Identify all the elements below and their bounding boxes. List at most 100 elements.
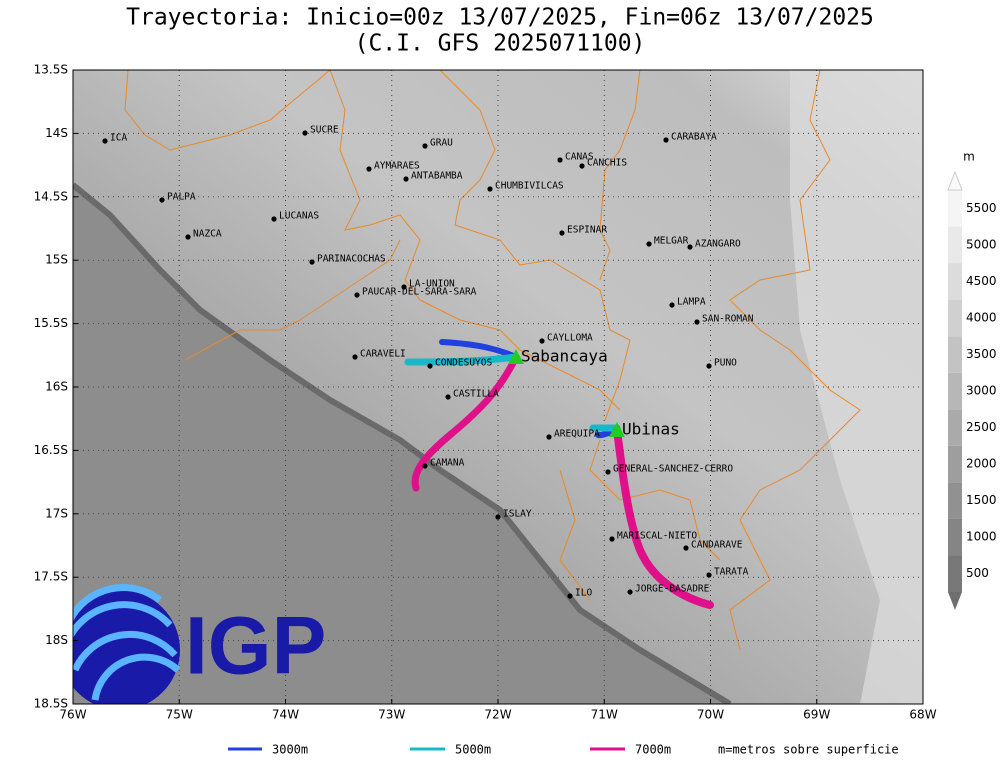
x-tick-label: 72W: [484, 708, 511, 722]
place-label: ICA: [110, 133, 127, 144]
colorbar: 500 1000 1500 2000 2500 3000 3500 4000 4500 5000 5…: [947, 170, 997, 610]
place-label: ILO: [575, 588, 592, 599]
place-dot: [706, 363, 712, 369]
place-dot: [646, 241, 652, 247]
place-dot: [403, 176, 409, 182]
volcano-marker: [508, 349, 524, 364]
x-tick-label: 68W: [909, 708, 936, 722]
place-dot: [669, 302, 675, 308]
colorbar-segment: [948, 299, 962, 337]
colorbar-segment: [948, 482, 962, 519]
legend: 3000m 5000m 7000m m=metros sobre superfi…: [228, 743, 899, 757]
place-dot: [422, 463, 428, 469]
place-label: CAMANA: [430, 458, 465, 469]
place-label: CAYLLOMA: [547, 333, 593, 344]
colorbar-segment: [948, 226, 962, 264]
place-dot: [627, 589, 633, 595]
colorbar-label: 4500: [966, 274, 997, 288]
place-dot: [427, 363, 433, 369]
place-dot: [559, 230, 565, 236]
legend-label: 7000m: [635, 743, 671, 757]
place-label: AZANGARO: [695, 239, 741, 250]
place-label: AYMARAES: [374, 161, 420, 172]
volcano-label: Sabancaya: [521, 347, 608, 366]
place-label: GENERAL-SANCHEZ-CERRO: [613, 464, 733, 475]
x-tick-label: 70W: [697, 708, 724, 722]
place-label: ESPINAR: [567, 225, 607, 236]
colorbar-label: 4000: [966, 310, 997, 324]
place-label: AREQUIPA: [554, 429, 600, 440]
legend-label: 3000m: [272, 743, 308, 757]
place-label: PARINACOCHAS: [317, 254, 386, 265]
place-label: SAN-ROMAN: [702, 314, 754, 325]
coastline: [73, 182, 732, 704]
x-tick-label: 71W: [591, 708, 618, 722]
lowland: [790, 70, 923, 704]
y-tick-label: 15.5S: [34, 316, 68, 330]
colorbar-label: 1500: [966, 493, 997, 507]
place-label: CONDESUYOS: [435, 358, 492, 369]
place-dot: [352, 354, 358, 360]
place-label: LA-UNION: [409, 279, 455, 290]
y-tick-label: 14.5S: [34, 189, 68, 203]
place-dot: [354, 292, 360, 298]
y-tick-label: 18.5S: [34, 697, 68, 711]
place-dot: [539, 338, 545, 344]
place-label: GRAU: [430, 138, 453, 149]
title-line: (C.I. GFS 2025071100): [355, 31, 646, 57]
x-tick-label: 75W: [166, 708, 193, 722]
place-label: SUCRE: [310, 125, 339, 136]
place-label: CARAVELI: [360, 349, 406, 360]
place-dot: [706, 572, 712, 578]
place-dot: [663, 137, 669, 143]
colorbar-segment: [948, 518, 962, 556]
place-dot: [487, 186, 493, 192]
axes: 76W 75W 74W 73W 72W 71W 70W 69W 68W 13.5S 14S 14.5S…: [34, 63, 937, 722]
legend-label: 5000m: [455, 743, 491, 757]
colorbar-segment: [948, 555, 962, 592]
trajectory-7000m: [613, 426, 714, 609]
place-label: CANDARAVE: [691, 540, 743, 551]
place-label: CHUMBIVILCAS: [495, 181, 564, 192]
y-tick-label: 16S: [45, 380, 68, 394]
place-label: CANCHIS: [587, 158, 627, 169]
colorbar-segment: [948, 445, 962, 483]
colorbar-segment: [948, 372, 962, 410]
place-dot: [557, 157, 563, 163]
place-label: ANTABAMBA: [411, 171, 463, 182]
place-label: PUNO: [714, 358, 737, 369]
place-dot: [567, 593, 573, 599]
volcano-marker: [609, 422, 625, 437]
place-label: LAMPA: [677, 297, 706, 308]
x-tick-label: 69W: [803, 708, 830, 722]
place-dot: [185, 234, 191, 240]
y-tick-label: 17.5S: [34, 570, 68, 584]
colorbar-segment: [948, 263, 962, 300]
colorbar-label: 5000: [966, 237, 997, 251]
place-label: CARABAYA: [671, 132, 717, 143]
place-label: PALPA: [167, 192, 196, 203]
y-tick-label: 14S: [45, 126, 68, 140]
colorbar-end: [947, 170, 963, 191]
trajectory-7000m: [411, 353, 520, 492]
colorbar-label: 2500: [966, 420, 997, 434]
place-dot: [546, 434, 552, 440]
place-dot: [609, 536, 615, 542]
volcano-label: Ubinas: [622, 420, 680, 439]
place-dot: [102, 138, 108, 144]
colorbar-segment: [948, 409, 962, 446]
place-dot: [159, 197, 165, 203]
place-label: TARATA: [714, 567, 749, 578]
place-label: JORGE-BASADRE: [635, 584, 710, 595]
colorbar-segment: [948, 336, 962, 373]
y-tick-label: 16.5S: [34, 443, 68, 457]
colorbar-segment: [948, 190, 962, 227]
colorbar-unit: m: [963, 150, 975, 164]
trajectory-5000m: [404, 353, 520, 366]
y-tick-label: 17S: [45, 506, 68, 520]
place-dot: [271, 216, 277, 222]
place-label: MARISCAL-NIETO: [617, 531, 697, 542]
place-dot: [683, 545, 689, 551]
